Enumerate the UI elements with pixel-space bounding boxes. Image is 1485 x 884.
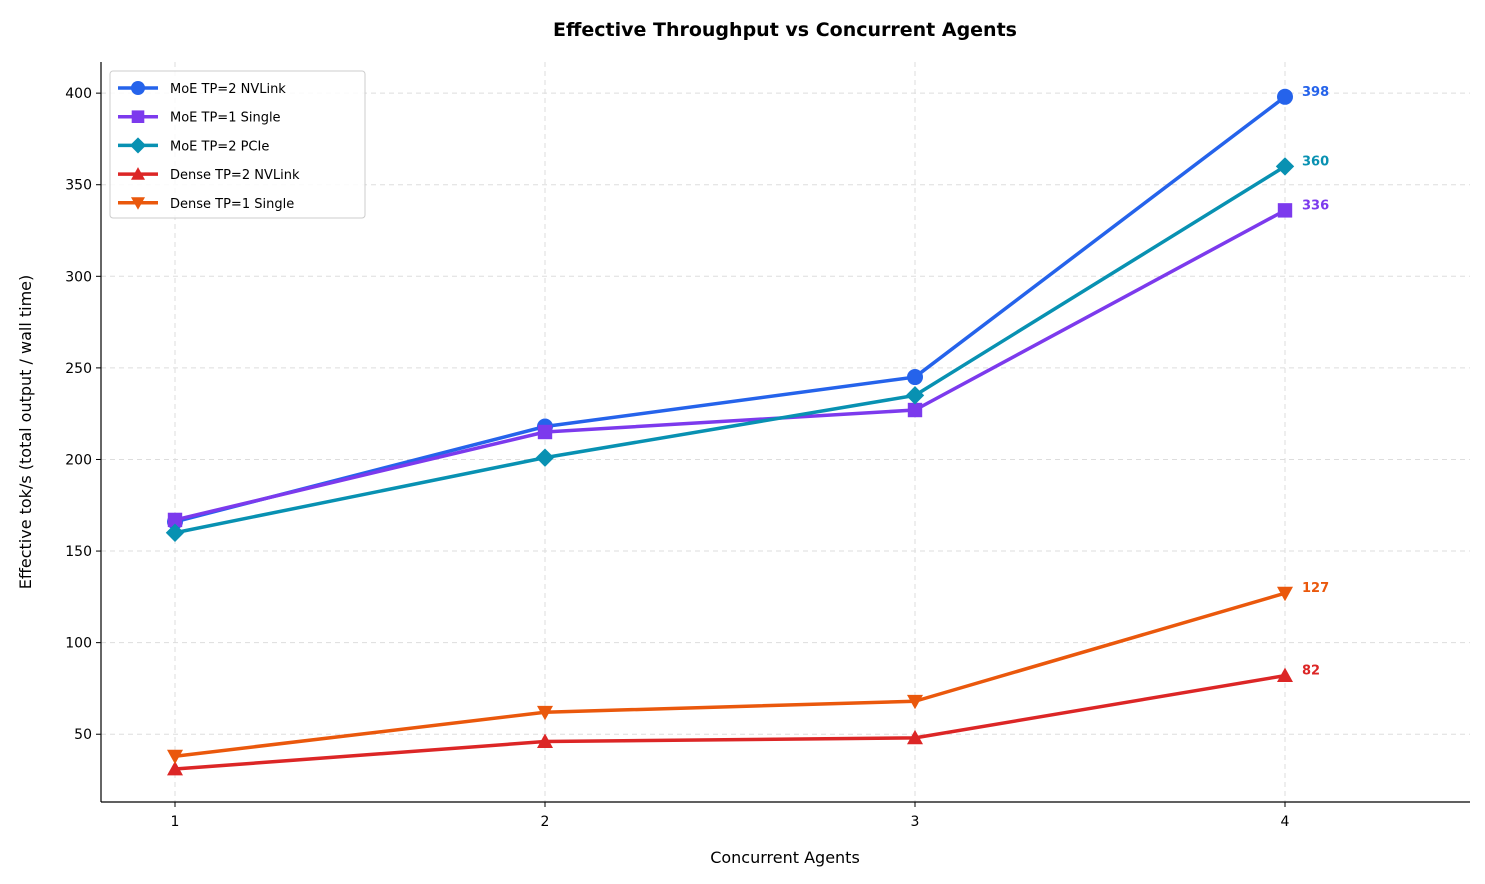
legend-box <box>109 70 366 219</box>
marker-triangle-up <box>1277 667 1293 683</box>
marker-square <box>131 110 145 123</box>
legend: MoE TP=2 NVLink MoE TP=1 Single MoE TP=2 P… <box>109 70 366 219</box>
x-tick-label: 3 <box>911 814 920 830</box>
marker-diamond <box>129 137 147 154</box>
marker-triangle-down <box>907 694 923 710</box>
y-axis-label: Effective tok/s (total output / wall tim… <box>16 275 35 590</box>
marker-triangle-up <box>907 729 923 745</box>
grid <box>101 62 1470 802</box>
marker-circle <box>907 369 923 386</box>
chart-title: Effective Throughput vs Concurrent Agent… <box>553 19 1017 41</box>
marker-diamond <box>165 523 185 542</box>
series-moe-tp-1-single: 336 <box>167 198 1329 528</box>
marker-triangle-up <box>131 167 145 180</box>
y-tick-label: 350 <box>65 178 92 194</box>
y-tick-label: 300 <box>65 269 92 285</box>
marker-triangle-down <box>1277 586 1293 602</box>
x-axis-label: Concurrent Agents <box>710 848 860 867</box>
series-line <box>174 208 1286 522</box>
legend-label: Dense TP=1 Single <box>170 197 294 212</box>
x-tick-label: 2 <box>541 814 550 830</box>
series-dense-tp-1-single: 127 <box>167 581 1329 765</box>
series-line <box>174 95 1287 524</box>
series-lines: 398 336 360 82 127 <box>165 85 1329 776</box>
marker-circle <box>1277 88 1293 105</box>
marker-triangle-down <box>167 749 183 765</box>
marker-triangle-up <box>537 733 553 748</box>
x-tick-label: 4 <box>1281 814 1290 830</box>
y-tick-label: 250 <box>65 361 92 377</box>
marker-diamond <box>535 448 555 467</box>
marker-triangle-down <box>131 197 145 210</box>
series-line <box>174 164 1286 535</box>
legend-item: MoE TP=2 NVLink <box>118 81 286 97</box>
marker-square <box>1277 203 1293 218</box>
y-tick-label: 50 <box>74 727 92 743</box>
legend-label: Dense TP=2 NVLink <box>170 168 300 183</box>
marker-diamond <box>905 386 925 405</box>
series-moe-tp-2-pcie: 360 <box>165 154 1329 542</box>
x-tick-label: 1 <box>171 814 180 830</box>
marker-triangle-down <box>537 705 553 721</box>
data-label: 398 <box>1302 85 1329 100</box>
data-label: 336 <box>1302 198 1329 213</box>
legend-label: MoE TP=1 Single <box>170 111 281 126</box>
marker-circle <box>131 81 145 95</box>
y-tick-label: 150 <box>65 544 92 560</box>
legend-item: Dense TP=1 Single <box>118 197 294 212</box>
legend-item: Dense TP=2 NVLink <box>118 167 300 183</box>
marker-square <box>907 402 923 418</box>
y-tick-label: 200 <box>65 452 92 468</box>
marker-triangle-up <box>167 761 183 776</box>
axes: 1 2 3 4 50 100 150 200 250 300 350 400 <box>65 62 1470 830</box>
marker-square <box>537 424 553 440</box>
y-tick-label: 100 <box>65 636 92 652</box>
legend-label: MoE TP=2 NVLink <box>170 82 286 97</box>
marker-square <box>167 512 183 528</box>
series-line <box>174 673 1286 771</box>
data-label: 127 <box>1302 581 1329 596</box>
marker-diamond <box>1275 157 1295 176</box>
legend-item: MoE TP=2 PCIe <box>118 137 269 154</box>
legend-item: MoE TP=1 Single <box>118 110 281 126</box>
legend-label: MoE TP=2 PCIe <box>170 139 269 154</box>
data-label: 82 <box>1302 664 1320 679</box>
series-line <box>174 591 1286 758</box>
data-label: 360 <box>1302 154 1329 169</box>
y-tick-label: 400 <box>65 86 92 102</box>
series-dense-tp-2-nvlink: 82 <box>167 664 1320 776</box>
